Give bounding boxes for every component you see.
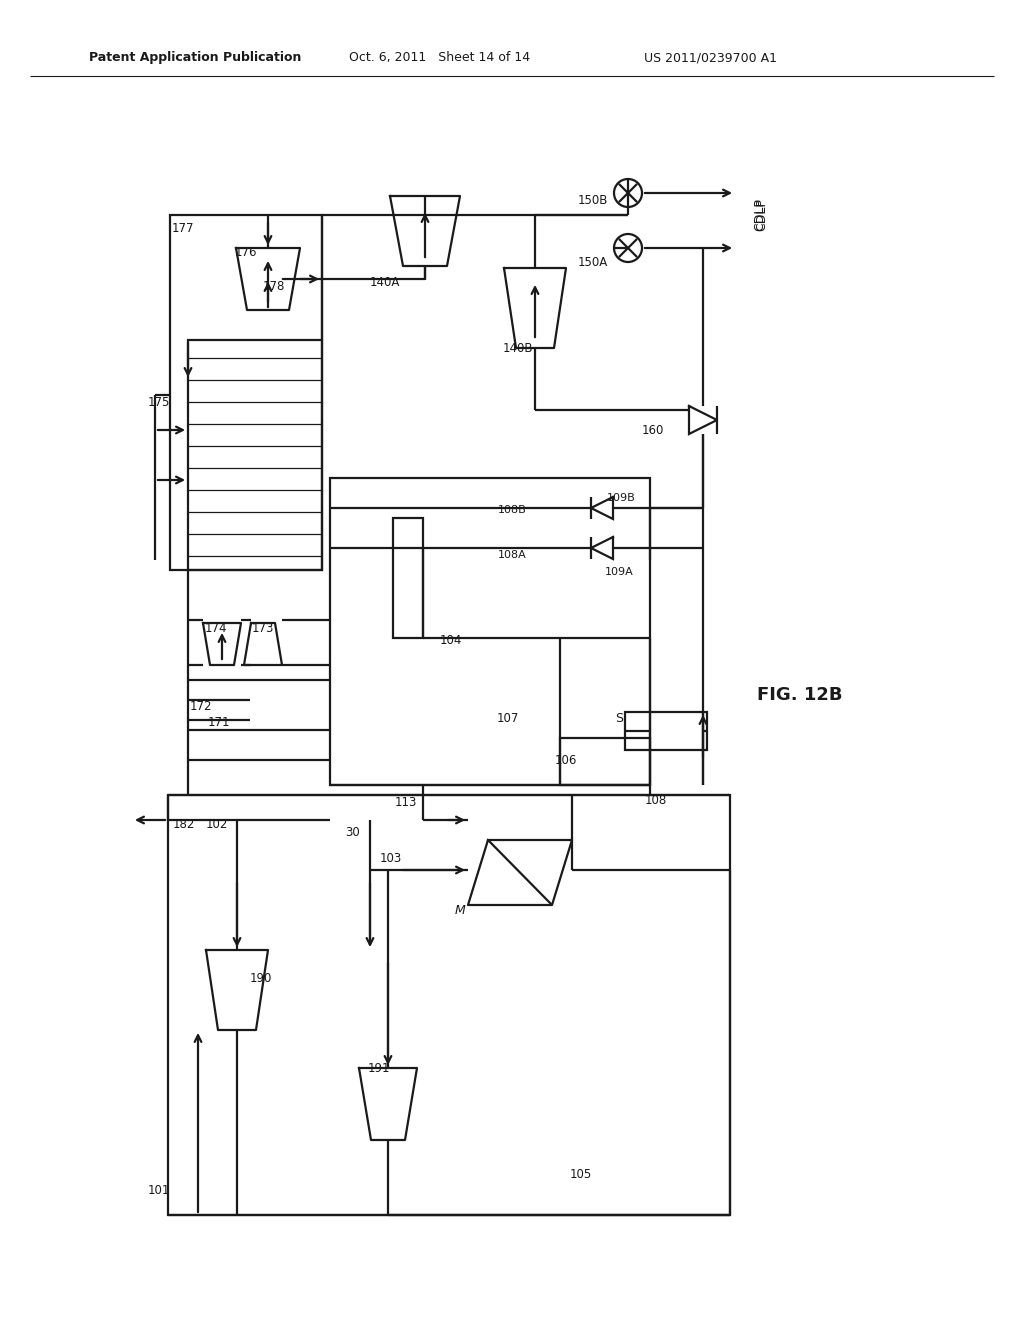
Text: 107: 107 [497, 711, 519, 725]
Bar [168, 795, 730, 1214]
Text: 109B: 109B [607, 492, 636, 503]
Text: 108A: 108A [498, 550, 526, 560]
Text: 104: 104 [440, 634, 463, 647]
Bar [393, 517, 423, 638]
Text: S: S [615, 711, 623, 725]
Text: 182: 182 [173, 818, 196, 832]
Text: CDLP: CDLP [754, 198, 767, 231]
Text: CDLP: CDLP [756, 198, 768, 231]
Text: 140B: 140B [503, 342, 534, 355]
Text: 101: 101 [148, 1184, 170, 1196]
Bar [625, 711, 707, 750]
Text: 103: 103 [380, 851, 402, 865]
Text: 175: 175 [148, 396, 170, 408]
Text: M: M [455, 903, 465, 916]
Bar [330, 478, 650, 785]
Text: US 2011/0239700 A1: US 2011/0239700 A1 [643, 51, 776, 65]
Text: 176: 176 [234, 247, 257, 260]
Text: Oct. 6, 2011   Sheet 14 of 14: Oct. 6, 2011 Sheet 14 of 14 [349, 51, 530, 65]
Text: FIG. 12B: FIG. 12B [758, 686, 843, 704]
Text: 108: 108 [645, 793, 668, 807]
Text: Patent Application Publication: Patent Application Publication [89, 51, 301, 65]
Text: 177: 177 [172, 222, 195, 235]
Text: 191: 191 [368, 1061, 390, 1074]
Text: 174: 174 [205, 622, 227, 635]
Text: 109A: 109A [605, 568, 634, 577]
Text: 178: 178 [263, 281, 286, 293]
Text: 108B: 108B [498, 506, 526, 515]
Text: 106: 106 [555, 754, 578, 767]
Text: 113: 113 [395, 796, 418, 808]
Text: 190: 190 [250, 972, 272, 985]
Text: 102: 102 [206, 818, 228, 832]
Bar [170, 215, 322, 570]
Text: 160: 160 [642, 424, 665, 437]
Text: 30: 30 [345, 825, 359, 838]
Text: 140A: 140A [370, 276, 400, 289]
Text: 173: 173 [252, 622, 274, 635]
Text: 172: 172 [190, 701, 213, 714]
Text: 150B: 150B [578, 194, 608, 206]
Text: 105: 105 [570, 1168, 592, 1181]
Bar [188, 341, 322, 570]
Text: 150A: 150A [578, 256, 608, 269]
Bar [560, 738, 650, 785]
Text: 171: 171 [208, 715, 230, 729]
